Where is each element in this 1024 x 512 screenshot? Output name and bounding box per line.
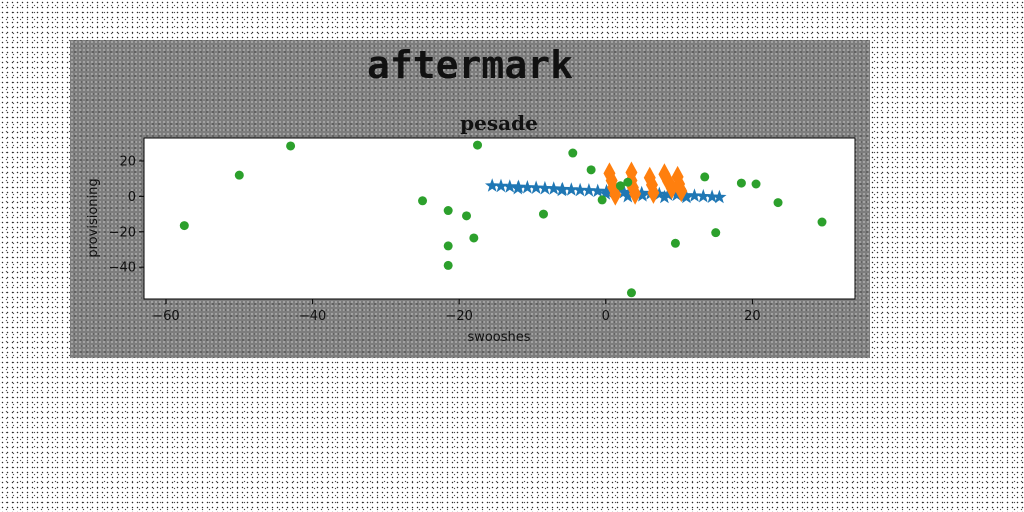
point-series-1-7 <box>537 180 553 195</box>
point-series-1-24 <box>687 188 702 202</box>
point-series-1-21 <box>661 187 676 201</box>
point-series-1-16 <box>617 184 632 199</box>
point-series-1-5 <box>520 180 535 194</box>
point-series-1-26 <box>704 189 720 203</box>
point-series-1-6 <box>529 180 544 194</box>
point-series-3-19 <box>700 172 710 182</box>
figure-panel: aftermark pesade −60 −40 −20 0 20 20 0 −20 −40 … <box>70 40 870 358</box>
point-series-3-17 <box>626 288 636 298</box>
y-tick-label: −20 <box>109 225 136 240</box>
chart-title: pesade <box>460 111 538 135</box>
point-series-3-5 <box>443 206 453 216</box>
x-axis-label: swooshes <box>467 330 530 345</box>
point-series-1-20 <box>652 186 667 201</box>
y-tick-label: 20 <box>119 155 136 170</box>
point-series-3-23 <box>773 198 783 208</box>
point-series-3-12 <box>568 148 578 158</box>
x-tick-label: −20 <box>445 309 472 324</box>
point-series-3-10 <box>473 140 483 150</box>
point-series-1-13 <box>590 183 605 198</box>
scatter-chart: aftermark pesade −60 −40 −20 0 20 200−20−40 … <box>86 43 856 345</box>
x-tick-label: −40 <box>299 309 326 324</box>
plot-area <box>143 137 856 300</box>
point-series-3-18 <box>670 238 680 248</box>
point-series-3-21 <box>736 178 746 188</box>
point-series-3-20 <box>711 228 721 238</box>
data-marks <box>179 140 827 298</box>
point-series-3-24 <box>817 217 827 227</box>
point-series-3-8 <box>462 211 472 221</box>
point-series-1-30 <box>635 188 650 202</box>
point-series-1-10 <box>564 182 579 196</box>
point-series-3-16 <box>623 177 633 187</box>
point-series-3-2 <box>234 170 244 180</box>
x-tick-label: 20 <box>744 309 761 324</box>
point-series-3-9 <box>469 233 479 243</box>
point-series-1-2 <box>493 178 509 193</box>
point-series-1-22 <box>669 187 684 201</box>
point-series-2-8 <box>629 182 642 205</box>
point-series-3-11 <box>538 209 548 219</box>
point-series-3-22 <box>751 179 761 189</box>
y-tick-label: 0 <box>128 190 136 205</box>
point-series-1-29 <box>598 186 613 200</box>
point-series-1-33 <box>620 188 635 203</box>
point-series-1-1 <box>485 178 500 192</box>
point-series-1-11 <box>573 182 588 197</box>
point-series-3-6 <box>443 241 453 251</box>
point-series-1-3 <box>502 179 517 193</box>
point-series-1-27 <box>712 189 727 204</box>
y-tick-label: −40 <box>109 261 136 276</box>
y-axis-ticks: 20 0 −20 −40 <box>109 155 144 276</box>
x-tick-label: −60 <box>152 309 179 324</box>
point-series-3-1 <box>179 221 189 231</box>
point-series-3-13 <box>586 165 596 175</box>
point-series-3-4 <box>418 196 428 206</box>
chart-suptitle: aftermark <box>367 43 573 87</box>
point-series-3-15 <box>615 181 625 191</box>
point-series-1-32 <box>510 180 525 195</box>
x-axis-ticks: −60 −40 −20 0 20 <box>152 299 761 324</box>
x-tick-label: 0 <box>602 309 610 324</box>
point-series-1-25 <box>696 188 711 203</box>
point-series-2-11 <box>647 181 660 204</box>
point-series-3-7 <box>443 260 453 270</box>
point-series-1-34 <box>657 189 672 204</box>
y-axis-label: provisioning <box>86 178 101 257</box>
point-series-1-31 <box>679 189 694 204</box>
point-series-3-14 <box>597 195 607 205</box>
point-series-3-3 <box>286 141 296 151</box>
point-series-2-17 <box>675 180 688 203</box>
point-series-1-12 <box>581 183 597 197</box>
point-series-1-28 <box>554 182 569 197</box>
point-series-1-8 <box>546 181 561 195</box>
